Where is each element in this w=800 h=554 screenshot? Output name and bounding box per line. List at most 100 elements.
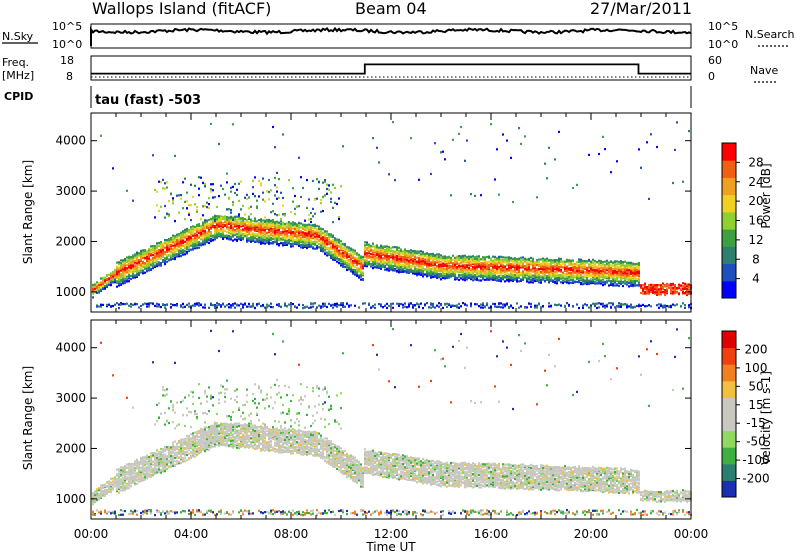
power-echo-cell <box>194 237 196 241</box>
power-echo-cell <box>474 270 476 273</box>
power-echo-cell <box>664 289 666 292</box>
power-echo-cell <box>600 272 602 275</box>
power-echo-cell <box>302 238 304 241</box>
power-echo-cell <box>318 232 320 235</box>
power-echo-cell <box>406 262 408 265</box>
power-echo-cell <box>406 268 408 271</box>
power-echo-cell <box>290 231 292 234</box>
power-echo-cell <box>346 259 348 262</box>
power-echo-cell <box>498 259 500 262</box>
power-echo-cell <box>422 262 424 265</box>
power-echo-cell <box>322 242 324 245</box>
power-nearrange-cell <box>536 306 538 309</box>
power-echo-cell <box>496 275 498 279</box>
power-upper-cell <box>260 182 262 185</box>
power-echo-cell <box>92 283 94 286</box>
power-echo-cell <box>438 255 440 258</box>
power-echo-cell <box>172 238 174 241</box>
power-echo-cell <box>672 292 674 295</box>
power-echo-cell <box>478 255 480 258</box>
power-nearrange-cell <box>148 305 150 308</box>
power-echo-cell <box>464 265 466 268</box>
power-nearrange-cell <box>328 302 330 305</box>
power-echo-cell <box>458 271 460 274</box>
power-echo-cell <box>408 259 410 262</box>
power-echo-cell <box>140 252 142 255</box>
power-echo-cell <box>434 257 436 260</box>
power-echo-cell <box>406 258 408 261</box>
power-nearrange-cell <box>232 304 234 307</box>
power-echo-cell <box>254 225 256 228</box>
power-echo-cell <box>302 223 304 226</box>
power-nearrange-cell <box>450 305 452 308</box>
power-upper-cell <box>326 192 328 195</box>
power-echo-cell <box>270 221 272 224</box>
power-echo-cell <box>378 264 380 267</box>
power-upper-cell <box>336 202 338 206</box>
power-echo-cell <box>340 240 342 243</box>
power-upper-cell <box>318 181 320 184</box>
power-echo-cell <box>276 229 278 232</box>
power-nearrange-cell <box>216 306 218 309</box>
power-echo-cell <box>598 261 600 264</box>
power-echo-cell <box>588 273 590 276</box>
power-echo-cell <box>584 265 586 268</box>
power-nearrange-cell <box>496 305 498 308</box>
power-echo-cell <box>138 252 140 255</box>
power-echo-cell <box>412 252 414 255</box>
power-echo-cell <box>576 263 578 266</box>
power-echo-cell <box>162 252 164 255</box>
power-nearrange-cell <box>212 304 214 307</box>
power-echo-cell <box>616 274 618 277</box>
power-echo-cell <box>278 237 280 240</box>
power-echo-cell <box>498 255 500 258</box>
power-echo-cell <box>368 256 370 259</box>
power-echo-cell <box>186 242 188 245</box>
power-echo-cell <box>216 215 218 218</box>
power-echo-cell <box>606 269 608 272</box>
power-nearrange-cell <box>438 305 440 308</box>
power-echo-cell <box>366 241 368 244</box>
power-echo-cell <box>242 221 244 224</box>
power-echo-cell <box>452 262 454 265</box>
power-echo-cell <box>122 282 124 285</box>
power-nearrange-cell <box>470 304 472 307</box>
power-echo-cell <box>294 242 296 245</box>
power-echo-cell <box>618 275 620 278</box>
power-echo-cell <box>154 248 156 251</box>
power-echo-cell <box>284 225 286 228</box>
power-echo-cell <box>572 280 574 283</box>
power-echo-cell <box>496 262 498 265</box>
power-echo-cell <box>176 235 178 238</box>
power-echo-cell <box>100 277 102 280</box>
power-echo-cell <box>178 233 180 236</box>
power-echo-cell <box>356 258 358 261</box>
power-echo-cell <box>230 215 232 218</box>
power-upper-cell <box>280 191 282 194</box>
power-nearrange-cell <box>402 303 404 306</box>
power-nearrange-cell <box>176 303 178 306</box>
power-echo-cell <box>208 230 210 233</box>
power-echo-cell <box>264 223 266 226</box>
power-echo-cell <box>570 259 572 262</box>
power-echo-cell <box>366 256 368 259</box>
power-nearrange-cell <box>112 304 114 308</box>
power-echo-cell <box>544 267 546 270</box>
power-echo-cell <box>176 247 178 250</box>
power-echo-cell <box>562 275 564 278</box>
power-echo-cell <box>540 264 542 267</box>
power-echo-cell <box>400 250 402 253</box>
power-echo-cell <box>304 232 306 235</box>
power-echo-cell <box>626 275 628 279</box>
power-echo-cell <box>114 279 116 282</box>
power-echo-cell <box>268 221 270 224</box>
power-echo-cell <box>196 228 198 231</box>
power-echo-cell <box>454 263 456 266</box>
power-echo-cell <box>444 260 446 263</box>
power-echo-cell <box>402 263 404 267</box>
power-echo-cell <box>320 230 322 233</box>
power-echo-cell <box>508 280 510 283</box>
power-echo-cell <box>166 239 168 242</box>
power-echo-cell <box>350 270 352 273</box>
power-echo-cell <box>164 263 166 266</box>
